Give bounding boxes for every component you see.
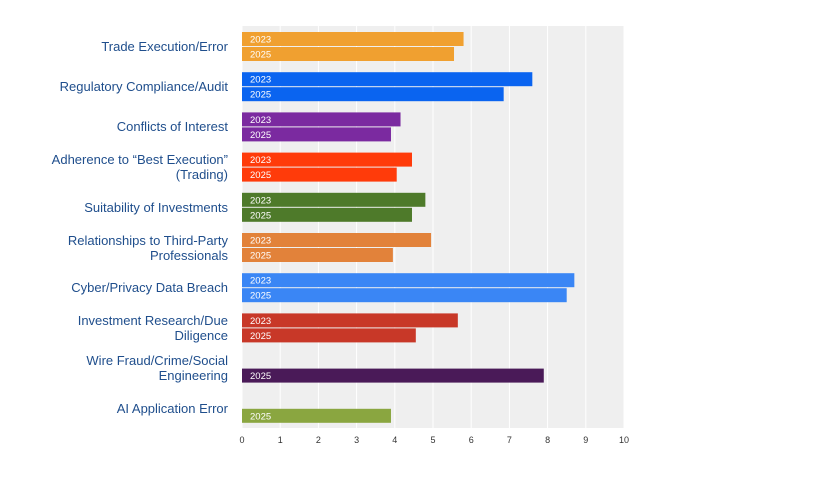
- x-tick-label: 9: [583, 435, 588, 445]
- bar-year-label: 2025: [250, 210, 271, 221]
- bar-year-label: 2025: [250, 130, 271, 141]
- bar: [242, 72, 533, 87]
- bar-year-label: 2025: [250, 90, 271, 101]
- bar: [242, 167, 397, 182]
- bar: [242, 273, 575, 288]
- category-label-line: Relationships to Third-Party: [67, 232, 228, 248]
- category-label: Suitability of Investments: [8, 200, 228, 215]
- category-label: Adherence to “Best Execution” (Trading): [8, 152, 228, 182]
- bar-year-label: 2025: [250, 170, 271, 181]
- x-tick-label: 1: [278, 435, 283, 445]
- bar-year-label: 2025: [250, 371, 271, 382]
- category-label: Conflicts of Interest: [8, 119, 228, 134]
- bar: [242, 248, 393, 262]
- bar-year-label: 2023: [250, 35, 271, 46]
- bar-year-label: 2023: [250, 75, 271, 86]
- x-tick-label: 4: [392, 435, 397, 445]
- bar: [242, 127, 391, 142]
- category-label-line: Adherence to “Best Execution”: [51, 152, 228, 168]
- bar: [242, 328, 416, 343]
- bar-year-label: 2023: [250, 155, 271, 166]
- bar: [242, 32, 464, 46]
- bar-year-label: 2025: [250, 411, 271, 422]
- bar-year-label: 2023: [250, 115, 271, 126]
- bar-year-label: 2025: [250, 331, 271, 342]
- x-axis-ticks: 0 1 2 3 4 5 6 7 8 9 10: [239, 435, 629, 445]
- category-label: AI Application Error: [8, 401, 228, 416]
- x-tick-label: 3: [354, 435, 359, 445]
- category-label: Wire Fraud/Crime/Social Engineering: [8, 353, 228, 383]
- bar-year-label: 2023: [250, 236, 271, 247]
- category-label-line: Wire Fraud/Crime/Social: [86, 353, 228, 369]
- bar: [242, 408, 391, 423]
- category-label-line: Suitability of Investments: [84, 199, 228, 215]
- category-label: Cyber/Privacy Data Breach: [8, 280, 228, 295]
- category-label-line: Engineering: [158, 368, 228, 384]
- bar: [242, 233, 432, 247]
- category-label: Regulatory Compliance/Audit: [8, 79, 228, 94]
- bar: [242, 313, 458, 328]
- category-label: Investment Research/Due Diligence: [8, 313, 228, 343]
- category-label-line: Trade Execution/Error: [101, 39, 228, 54]
- x-tick-label: 8: [545, 435, 550, 445]
- x-tick-label: 5: [430, 435, 435, 445]
- category-label-line: AI Application Error: [116, 400, 228, 416]
- category-label-line: Professionals: [149, 247, 228, 263]
- category-label: Relationships to Third-Party Professional…: [8, 233, 228, 263]
- bar-year-label: 2023: [250, 316, 271, 327]
- x-tick-label: 2: [316, 435, 321, 445]
- bar-year-label: 2023: [250, 195, 271, 206]
- bar: [242, 87, 504, 102]
- category-label-line: Conflicts of Interest: [116, 119, 228, 135]
- category-label-line: Investment Research/Due: [77, 312, 228, 328]
- category-label-line: Cyber/Privacy Data Breach: [71, 280, 228, 296]
- category-label: Trade Execution/Error: [8, 39, 228, 54]
- x-tick-label: 10: [619, 435, 629, 445]
- bars-group: 2023 2025 2023 2025 2023 2025 2023 2025 2023 2025…: [242, 32, 575, 423]
- bar: [242, 112, 401, 127]
- category-label-line: Regulatory Compliance/Audit: [59, 79, 228, 95]
- bar-year-label: 2025: [250, 50, 271, 61]
- bar: [242, 192, 426, 207]
- bar: [242, 207, 412, 222]
- x-tick-label: 6: [469, 435, 474, 445]
- bar: [242, 152, 412, 167]
- category-label-line: Diligence: [174, 327, 228, 343]
- bar: [242, 368, 544, 383]
- category-label-line: (Trading): [175, 167, 228, 183]
- x-tick-label: 0: [239, 435, 244, 445]
- bar: [242, 288, 567, 303]
- bar-year-label: 2023: [250, 276, 271, 287]
- bar-year-label: 2025: [250, 251, 271, 262]
- x-tick-label: 7: [507, 435, 512, 445]
- bar-year-label: 2025: [250, 291, 271, 302]
- bar: [242, 47, 455, 61]
